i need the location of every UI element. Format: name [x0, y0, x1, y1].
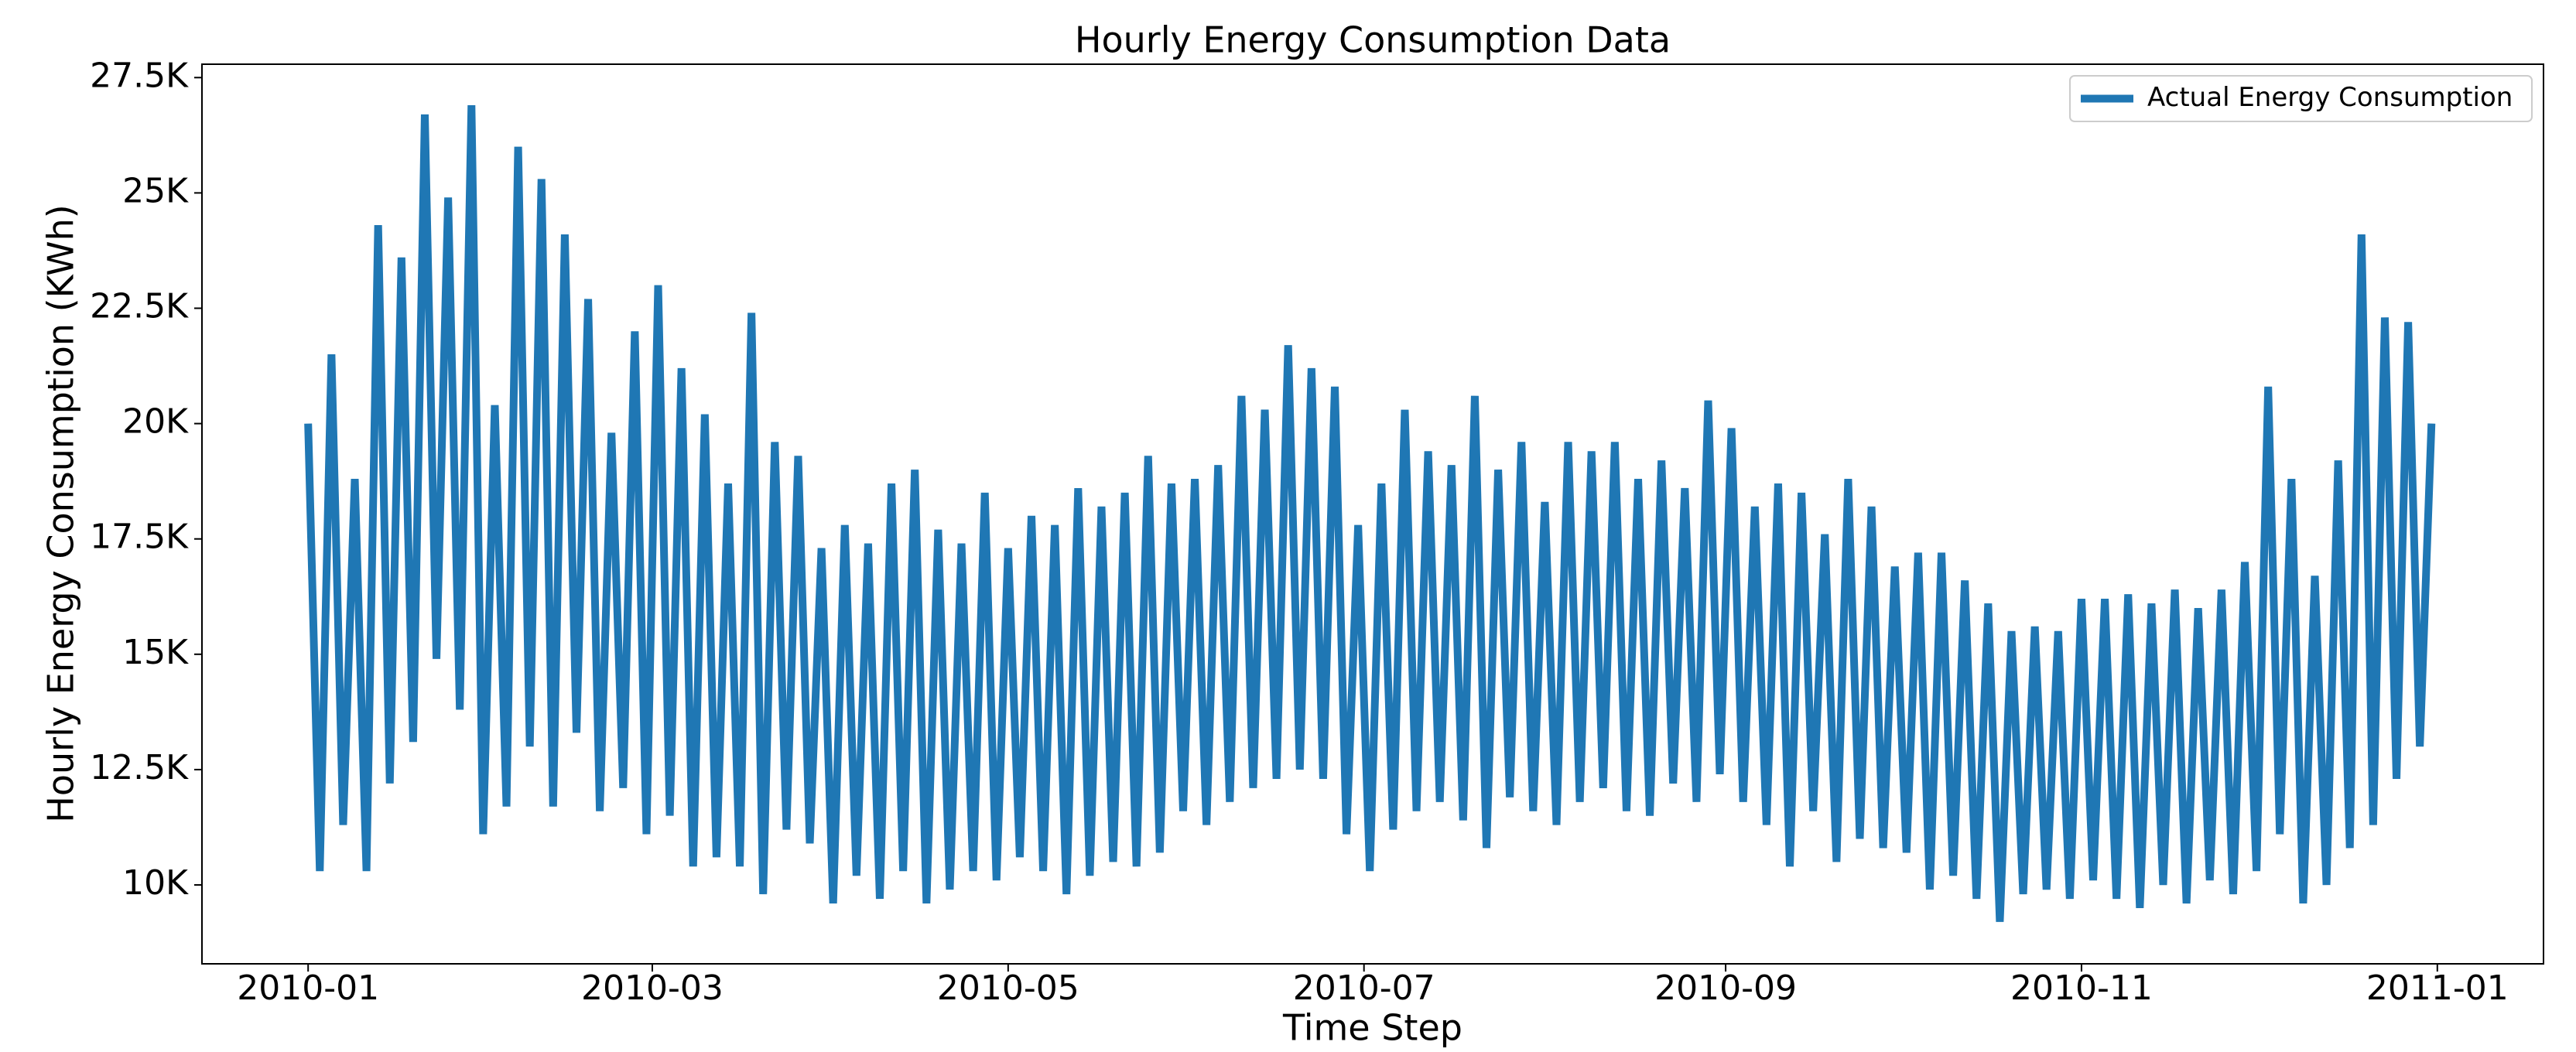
legend-box: [2069, 75, 2533, 122]
x-tick-label: 2011-01: [2366, 968, 2509, 1008]
y-axis-label: Hourly Energy Consumption (KWh): [40, 204, 82, 822]
y-tick-label: 15K: [122, 633, 189, 672]
data-line: [304, 104, 2436, 922]
x-tick-label: 2010-11: [2010, 968, 2153, 1008]
y-tick-label: 12.5K: [90, 748, 189, 787]
x-tick-label: 2010-07: [1293, 968, 1435, 1008]
x-tick-label: 2010-03: [581, 968, 724, 1008]
y-tick-label: 22.5K: [90, 287, 189, 326]
x-tick-label: 2010-05: [937, 968, 1079, 1008]
chart-title: Hourly Energy Consumption Data: [1075, 19, 1671, 61]
legend-label: Actual Energy Consumption: [2147, 82, 2513, 113]
y-tick-label: 10K: [122, 863, 189, 903]
x-tick-label: 2010-01: [237, 968, 379, 1008]
plot-frame: [201, 63, 2544, 965]
y-tick-label: 25K: [122, 171, 189, 210]
y-tick-label: 20K: [122, 402, 189, 442]
x-tick-label: 2010-09: [1654, 968, 1797, 1008]
y-tick-label: 17.5K: [90, 517, 189, 557]
legend: Actual Energy Consumption: [2069, 75, 2533, 122]
x-axis-label: Time Step: [1282, 1007, 1462, 1049]
y-tick-label: 27.5K: [90, 56, 189, 95]
